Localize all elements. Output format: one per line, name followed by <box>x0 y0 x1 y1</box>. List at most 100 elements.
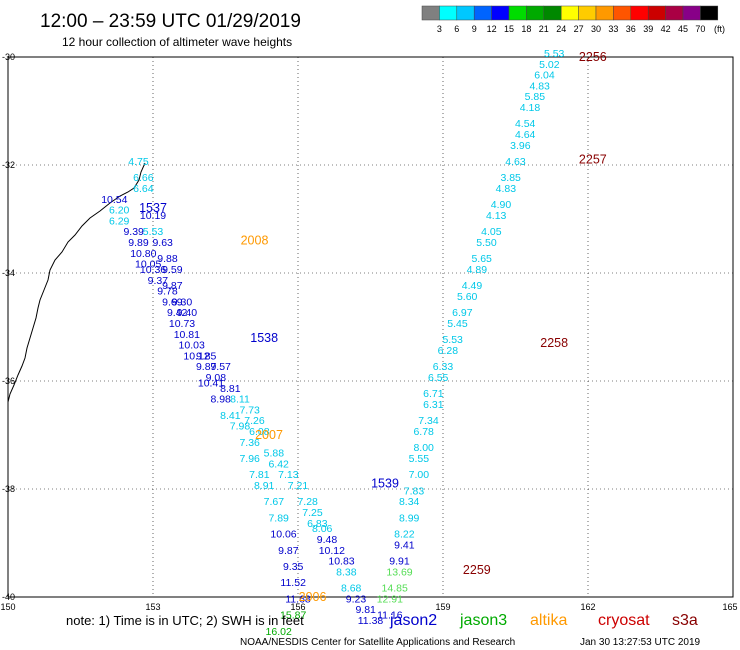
swh-value: 10.19 <box>140 210 166 222</box>
swh-value: 5.85 <box>525 91 546 103</box>
colorbar-swatch <box>665 5 684 21</box>
swh-value: 9.59 <box>162 264 183 276</box>
colorbar-tick: 42 <box>661 24 671 34</box>
swh-value: 6.55 <box>428 372 449 384</box>
pass-label: 1537 <box>139 201 167 215</box>
colorbar-tick: 9 <box>472 24 477 34</box>
swh-value: 7.21 <box>288 480 309 492</box>
pass-label: 2007 <box>255 428 283 442</box>
colorbar-swatch <box>473 5 492 21</box>
swh-value: 5.02 <box>539 59 560 71</box>
pass-label: 1539 <box>371 477 399 491</box>
colorbar-tick: 18 <box>521 24 531 34</box>
swh-value: 5.50 <box>476 237 497 249</box>
swh-value: 9.89 <box>128 237 149 249</box>
colorbar-tick: 33 <box>608 24 618 34</box>
colorbar-swatch <box>421 5 440 21</box>
swh-value: 8.34 <box>399 496 420 508</box>
colorbar-tick: 30 <box>591 24 601 34</box>
graticule <box>8 57 733 597</box>
swh-value: 10.06 <box>270 529 296 541</box>
colorbar-tick: 12 <box>487 24 497 34</box>
lon-label: 150 <box>0 602 15 612</box>
swh-value: 9.91 <box>389 556 410 568</box>
latitude-labels: -30 -32 -34 -36 -38 -40 <box>2 52 15 602</box>
swh-value: 4.75 <box>128 156 149 168</box>
swh-value: 5.53 <box>143 226 164 238</box>
swh-value: 6.31 <box>423 399 444 411</box>
swh-value: 8.38 <box>336 566 357 578</box>
swh-value: 10.41 <box>198 377 224 389</box>
colorbar-swatch <box>595 5 614 21</box>
swh-value: 6.66 <box>133 172 154 184</box>
swh-value: 10.80 <box>130 248 156 260</box>
colorbar-swatch <box>508 5 527 21</box>
lat-label: -38 <box>2 484 15 494</box>
pass-label: 2256 <box>579 50 607 64</box>
swh-value: 6.04 <box>534 70 555 82</box>
swh-value: 4.64 <box>515 129 536 141</box>
swh-value: 4.13 <box>486 210 507 222</box>
colorbar-swatch <box>630 5 649 21</box>
swh-value: 9.63 <box>152 237 173 249</box>
swh-value: 9.87 <box>278 545 299 557</box>
swh-value: 9.23 <box>346 593 367 605</box>
colorbar-swatch <box>543 5 562 21</box>
swh-value: 9.78 <box>157 286 178 298</box>
swh-value: 7.89 <box>268 512 289 524</box>
map-frame <box>7 56 734 598</box>
swh-value: 9.08 <box>206 372 227 384</box>
swh-value: 3.85 <box>500 172 521 184</box>
footer-timestamp: Jan 30 13:27:53 UTC 2019 <box>580 637 701 648</box>
swh-value: 7.83 <box>404 485 425 497</box>
lat-label: -30 <box>2 52 15 62</box>
colorbar-swatch <box>682 5 701 21</box>
swh-value: 4.83 <box>496 183 517 195</box>
lon-label: 153 <box>145 602 160 612</box>
swh-value: 10.12 <box>183 350 209 362</box>
map-title: 12:00 – 23:59 UTC 01/29/2019 <box>40 11 301 32</box>
swh-value: 4.63 <box>505 156 526 168</box>
swh-value: 10.73 <box>169 318 195 330</box>
satellite-legend: jason2 jason3 altika cryosat s3a <box>389 612 698 629</box>
pass-label: 2006 <box>299 590 327 604</box>
swh-value: 9.69 <box>162 296 183 308</box>
swh-value: 4.90 <box>491 199 512 211</box>
swh-value: 7.28 <box>297 496 318 508</box>
pass-label: 2258 <box>540 336 568 350</box>
swh-value: 14.85 <box>382 583 408 595</box>
swh-value: 10.36 <box>140 264 166 276</box>
colorbar-swatch <box>491 5 510 21</box>
lat-label: -34 <box>2 268 15 278</box>
swh-value: 6.08 <box>249 426 270 438</box>
swh-value: 4.18 <box>520 102 541 114</box>
pass-label: 2008 <box>241 234 269 248</box>
colorbar-tick: 21 <box>539 24 549 34</box>
swh-value: 10.03 <box>179 340 205 352</box>
swh-value: 8.22 <box>394 529 415 541</box>
colorbar-unit: (ft) <box>714 24 725 34</box>
colorbar-swatch <box>526 5 545 21</box>
swh-value: 9.87 <box>162 280 183 292</box>
swh-value: 11.68 <box>285 593 311 605</box>
colorbar-tick: 15 <box>504 24 514 34</box>
swh-value: 9.57 <box>210 361 231 373</box>
pass-labels: 2256 2257 2258 2259 1537 1538 1539 2008 2007 2006 <box>139 50 607 604</box>
swh-value: 6.83 <box>307 518 328 530</box>
swh-value: 6.42 <box>268 458 289 470</box>
swh-value: 5.55 <box>409 453 430 465</box>
colorbar-swatch <box>700 5 719 21</box>
colorbar-tick: 27 <box>574 24 584 34</box>
swh-value: 4.89 <box>467 264 488 276</box>
swh-value: 10.12 <box>319 545 345 557</box>
colorbar-swatch <box>560 5 579 21</box>
legend-altika: altika <box>530 612 567 629</box>
swh-value: 10.83 <box>328 556 354 568</box>
swh-value: 7.98 <box>230 421 251 433</box>
swh-value: 10.54 <box>101 194 127 206</box>
swh-value: 6.78 <box>413 426 434 438</box>
colorbar-swatch <box>578 5 597 21</box>
lat-label: -36 <box>2 376 15 386</box>
lat-label: -32 <box>2 160 15 170</box>
colorbar-ticks: 3 6 9 12 15 18 21 24 27 30 33 36 39 42 45 70 <box>437 24 706 34</box>
